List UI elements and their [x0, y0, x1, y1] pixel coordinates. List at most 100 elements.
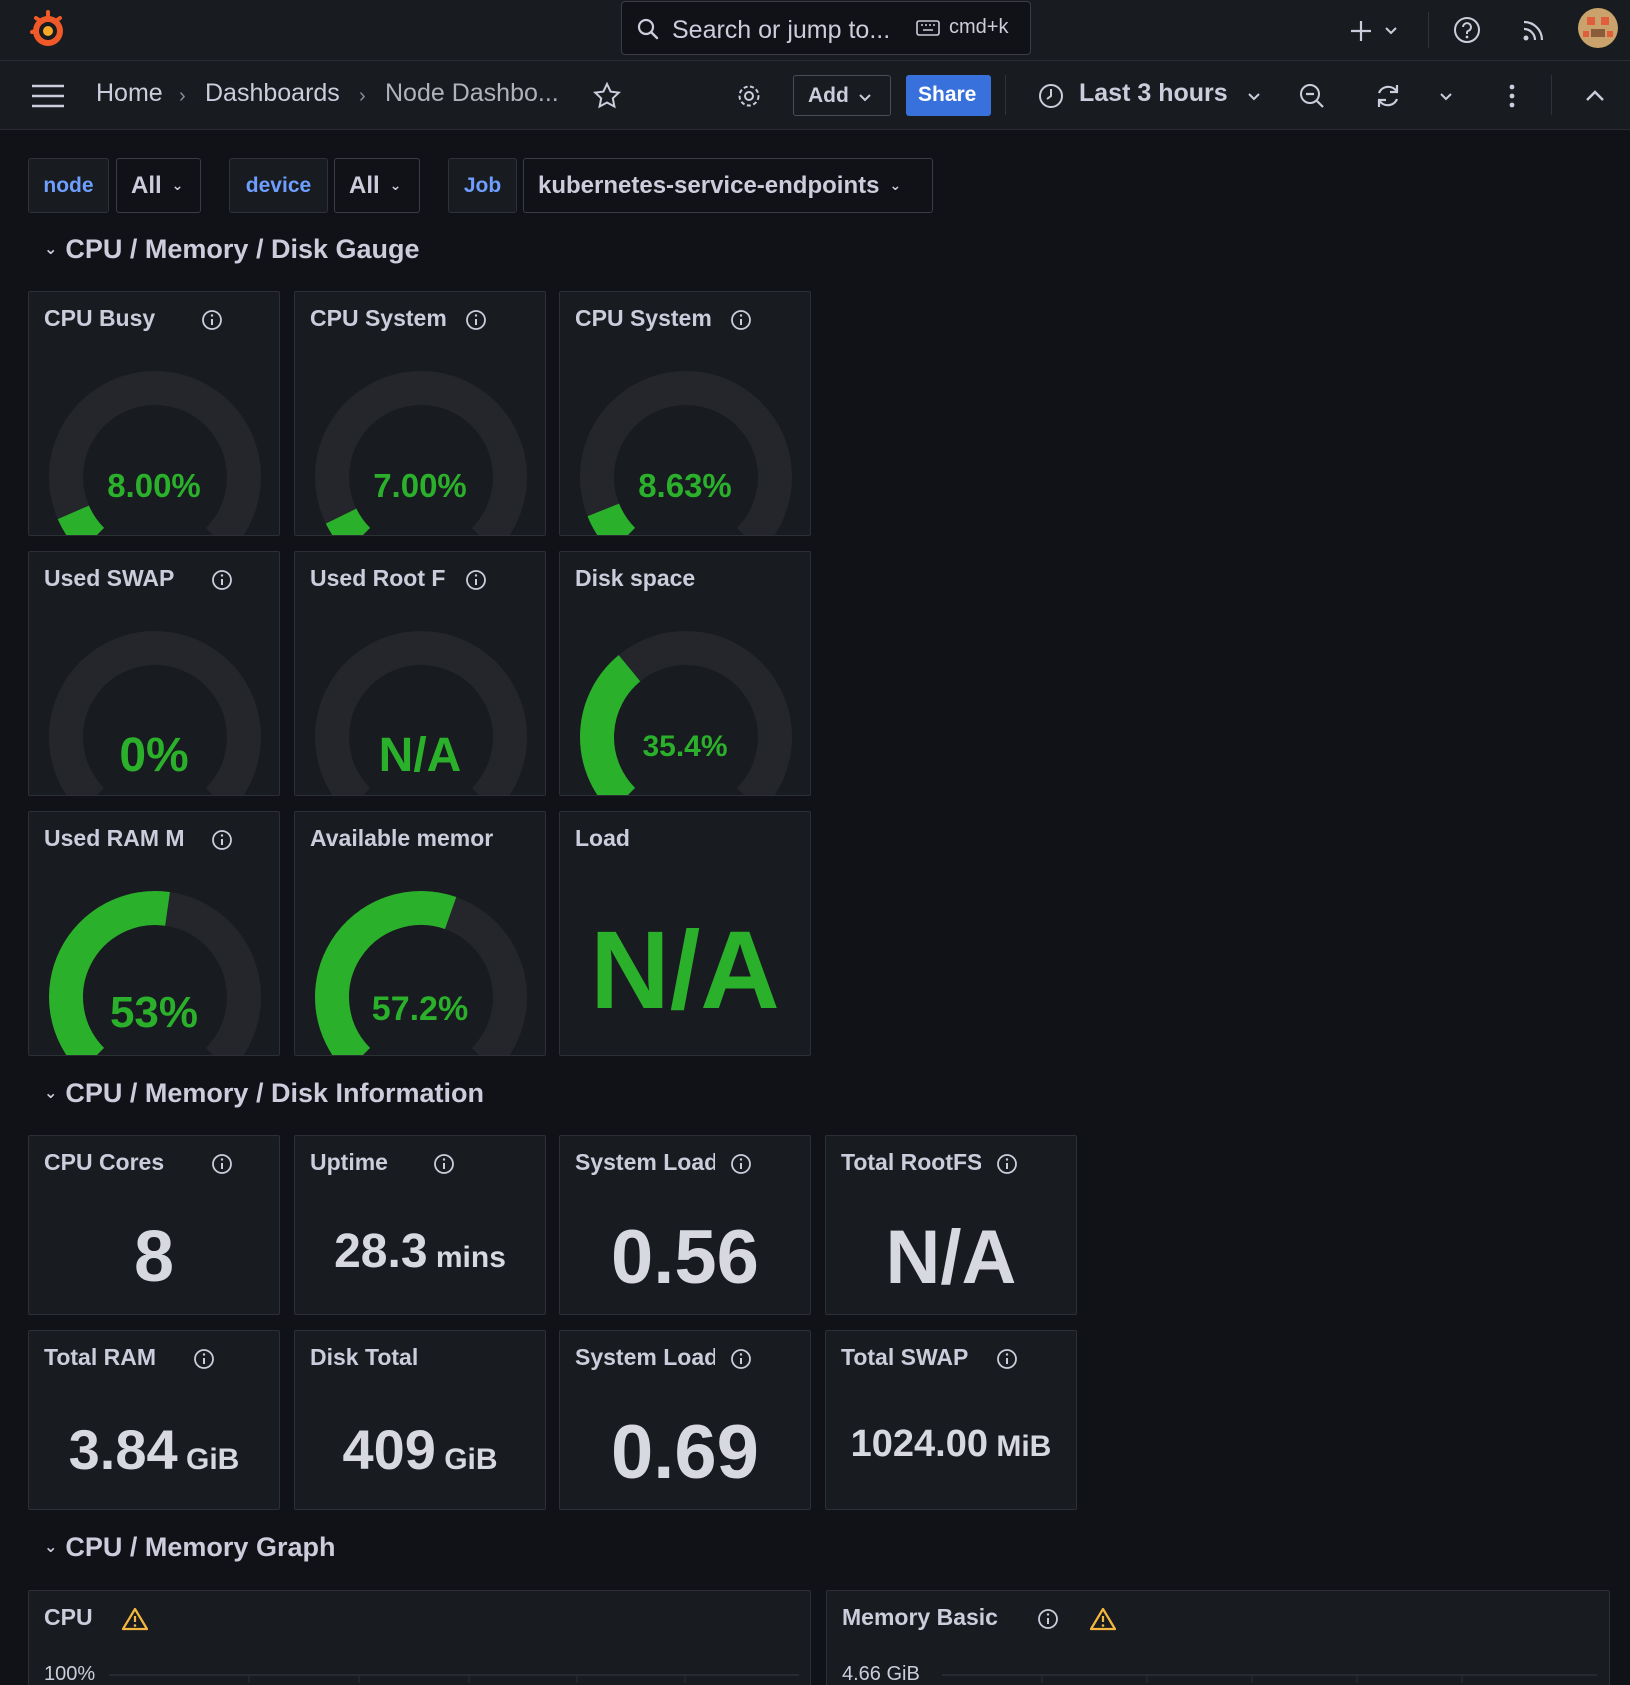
gauge-value-arc: [57, 505, 105, 535]
search-shortcut: cmd+k: [949, 16, 1009, 38]
chevron-down-icon[interactable]: [1383, 22, 1399, 38]
panel-cpu-graph[interactable]: CPU 100%: [28, 1590, 811, 1685]
time-range-picker[interactable]: Last 3 hours: [1079, 79, 1228, 107]
panel-stat[interactable]: Disk Total 409 GiB: [294, 1330, 546, 1510]
info-icon[interactable]: [1037, 1608, 1059, 1630]
chevron-down-icon[interactable]: [1246, 88, 1262, 104]
info-icon[interactable]: [193, 1348, 215, 1370]
stat-number: 3.84: [68, 1418, 178, 1481]
gauge-track: [315, 631, 527, 795]
gauge-value-arc: [315, 891, 457, 1055]
share-button[interactable]: Share: [906, 75, 991, 116]
info-icon[interactable]: [730, 1153, 752, 1175]
stat-value: N/A: [826, 1214, 1076, 1301]
gauge-value-arc: [580, 655, 641, 795]
gauge-value: 57.2%: [371, 990, 469, 1028]
panel-gauge[interactable]: Used Root F N/A: [294, 551, 546, 796]
info-icon[interactable]: [996, 1348, 1018, 1370]
panel-title: CPU System: [575, 305, 712, 331]
menu-icon[interactable]: [31, 83, 65, 109]
info-icon[interactable]: [211, 569, 233, 591]
help-icon[interactable]: [1452, 15, 1482, 45]
gear-icon[interactable]: [735, 82, 763, 110]
panel-gauge[interactable]: Available memor 57.2%: [294, 811, 546, 1056]
variable-device-select[interactable]: All ⌄: [334, 158, 420, 213]
panel-memory-basic-graph[interactable]: Memory Basic 4.66 GiB: [826, 1590, 1610, 1685]
gauge-value: 7.00%: [373, 467, 467, 504]
panel-title: Used SWAP: [44, 565, 175, 591]
chevron-down-icon: ⌄: [889, 177, 902, 193]
info-icon[interactable]: [730, 309, 752, 331]
gauge-value-arc: [49, 891, 170, 1055]
breadcrumb-current: Node Dashbo...: [385, 79, 559, 107]
panel-gauge[interactable]: CPU Busy 8.00%: [28, 291, 280, 536]
plus-icon[interactable]: [1348, 18, 1374, 44]
search-input[interactable]: Search or jump to... cmd+k: [621, 1, 1031, 55]
panel-gauge[interactable]: Used RAM M 53%: [28, 811, 280, 1056]
panel-title: Total RootFS: [841, 1149, 981, 1175]
breadcrumb-home[interactable]: Home: [96, 79, 163, 107]
y-axis-max-label: 100%: [44, 1663, 96, 1685]
stat-value: 8: [29, 1216, 279, 1298]
panel-stat[interactable]: System Load 0.56: [559, 1135, 811, 1315]
info-icon[interactable]: [211, 829, 233, 851]
row-title-gauge: CPU / Memory / Disk Gauge: [65, 234, 420, 264]
row-header-info[interactable]: ⌄ CPU / Memory / Disk Information: [44, 1078, 484, 1109]
refresh-icon[interactable]: [1373, 81, 1403, 111]
variable-node-select[interactable]: All ⌄: [116, 158, 201, 213]
warning-icon[interactable]: [1090, 1607, 1116, 1631]
grafana-logo-icon[interactable]: [26, 8, 70, 52]
info-icon[interactable]: [201, 309, 223, 331]
panel-stat[interactable]: Total RootFS N/A: [825, 1135, 1077, 1315]
chevron-up-icon[interactable]: [1584, 87, 1606, 105]
panel-gauge[interactable]: Load N/A: [559, 811, 811, 1056]
add-button-label: Add: [808, 84, 849, 107]
panel-gauge[interactable]: CPU System 8.63%: [559, 291, 811, 536]
share-button-label: Share: [918, 83, 977, 106]
stat-value: 28.3 mins: [295, 1224, 545, 1279]
info-icon[interactable]: [996, 1153, 1018, 1175]
variable-job-value: kubernetes-service-endpoints: [538, 171, 880, 199]
warning-icon[interactable]: [122, 1607, 148, 1631]
info-icon[interactable]: [465, 569, 487, 591]
info-icon[interactable]: [433, 1153, 455, 1175]
variable-node-value: All: [131, 171, 162, 199]
panel-gauge[interactable]: CPU System 7.00%: [294, 291, 546, 536]
avatar[interactable]: [1577, 7, 1619, 49]
row-title-info: CPU / Memory / Disk Information: [65, 1078, 484, 1108]
panel-title: System Load: [575, 1149, 715, 1175]
panel-title: Uptime: [310, 1149, 388, 1175]
info-icon[interactable]: [465, 309, 487, 331]
panel-title: CPU System: [310, 305, 447, 331]
stat-number: 0.69: [611, 1410, 759, 1495]
panel-stat[interactable]: CPU Cores 8: [28, 1135, 280, 1315]
chevron-down-icon[interactable]: [1438, 88, 1454, 104]
row-header-gauge[interactable]: ⌄ CPU / Memory / Disk Gauge: [44, 234, 420, 265]
info-icon[interactable]: [730, 1348, 752, 1370]
panel-gauge[interactable]: Disk space 35.4%: [559, 551, 811, 796]
zoom-out-icon[interactable]: [1298, 82, 1326, 110]
panel-stat[interactable]: Uptime 28.3 mins: [294, 1135, 546, 1315]
more-options-icon[interactable]: [1500, 82, 1524, 110]
dashboard-nav-bar: Home › Dashboards › Node Dashbo... Add S…: [0, 61, 1630, 130]
chevron-down-icon: ⌄: [389, 177, 402, 193]
variable-job-select[interactable]: kubernetes-service-endpoints ⌄: [523, 158, 933, 213]
stat-value: 0.56: [560, 1214, 810, 1301]
star-icon[interactable]: [593, 82, 621, 110]
panel-stat[interactable]: Total RAM 3.84 GiB: [28, 1330, 280, 1510]
breadcrumb-dashboards[interactable]: Dashboards: [205, 79, 340, 107]
row-header-graph[interactable]: ⌄ CPU / Memory Graph: [44, 1532, 335, 1563]
info-icon[interactable]: [211, 1153, 233, 1175]
gauge-dial: [49, 891, 261, 1055]
panel-gauge[interactable]: Used SWAP 0%: [28, 551, 280, 796]
news-feed-icon[interactable]: [1520, 16, 1548, 44]
panel-stat[interactable]: System Load 0.69: [559, 1330, 811, 1510]
gauge-dial: [49, 371, 261, 535]
gauge-value: N/A: [378, 729, 462, 782]
keyboard-icon: [916, 20, 940, 36]
add-button[interactable]: Add: [793, 75, 891, 116]
gauge-value: 53%: [109, 988, 199, 1037]
gauge-dial: [315, 371, 527, 535]
chevron-down-icon: ⌄: [44, 1085, 58, 1102]
panel-stat[interactable]: Total SWAP 1024.00 MiB: [825, 1330, 1077, 1510]
